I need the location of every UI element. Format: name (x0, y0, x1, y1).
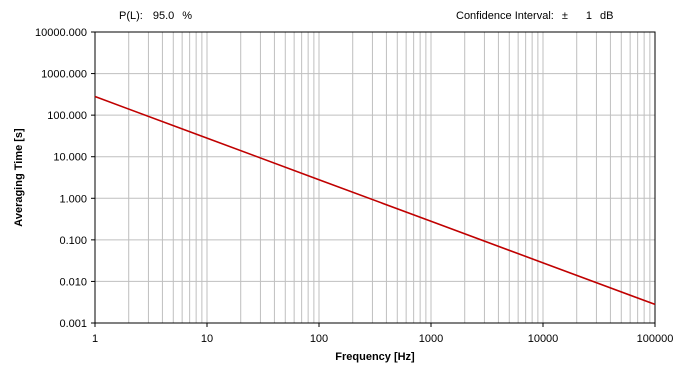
ci-value: 1 (585, 10, 593, 22)
y-tick-label: 10.000 (53, 152, 87, 164)
confidence-interval-readout: Confidence Interval: ±1 dB (456, 10, 613, 22)
pl-label: P(L): (119, 10, 143, 22)
ci-unit: dB (600, 10, 614, 22)
y-tick-label: 0.100 (59, 235, 87, 247)
x-tick-label: 1000 (419, 333, 443, 345)
x-axis-ticks: 1 10 100 1000 10000 100000 (92, 323, 673, 345)
plot-frame (94, 31, 656, 324)
pl-value: 95.0 (152, 10, 175, 22)
y-tick-label: 10000.000 (35, 27, 87, 39)
y-axis-ticks: 0.001 0.010 0.100 1.000 10.000 100.000 1000.00… (35, 27, 95, 330)
pl-unit: % (182, 10, 193, 22)
x-tick-label: 10000 (528, 333, 559, 345)
x-tick-label: 100000 (637, 333, 674, 345)
ci-symbol: ± (561, 10, 568, 22)
series-line (94, 95, 656, 306)
y-tick-label: 1000.000 (41, 69, 87, 81)
x-tick-label: 10 (201, 333, 213, 345)
grid (94, 31, 655, 324)
x-tick-label: 100 (310, 333, 328, 345)
probability-level-readout: P(L): 95.0% (119, 10, 192, 22)
y-tick-label: 100.000 (47, 110, 87, 122)
y-tick-label: 0.001 (59, 318, 87, 330)
y-axis-title: Averaging Time [s] (13, 128, 25, 227)
y-tick-label: 1.000 (59, 193, 87, 205)
x-axis-title: Frequency [Hz] (335, 351, 415, 363)
x-tick-label: 1 (92, 333, 98, 345)
y-tick-label: 0.010 (59, 276, 87, 288)
ci-label: Confidence Interval: (456, 10, 554, 22)
